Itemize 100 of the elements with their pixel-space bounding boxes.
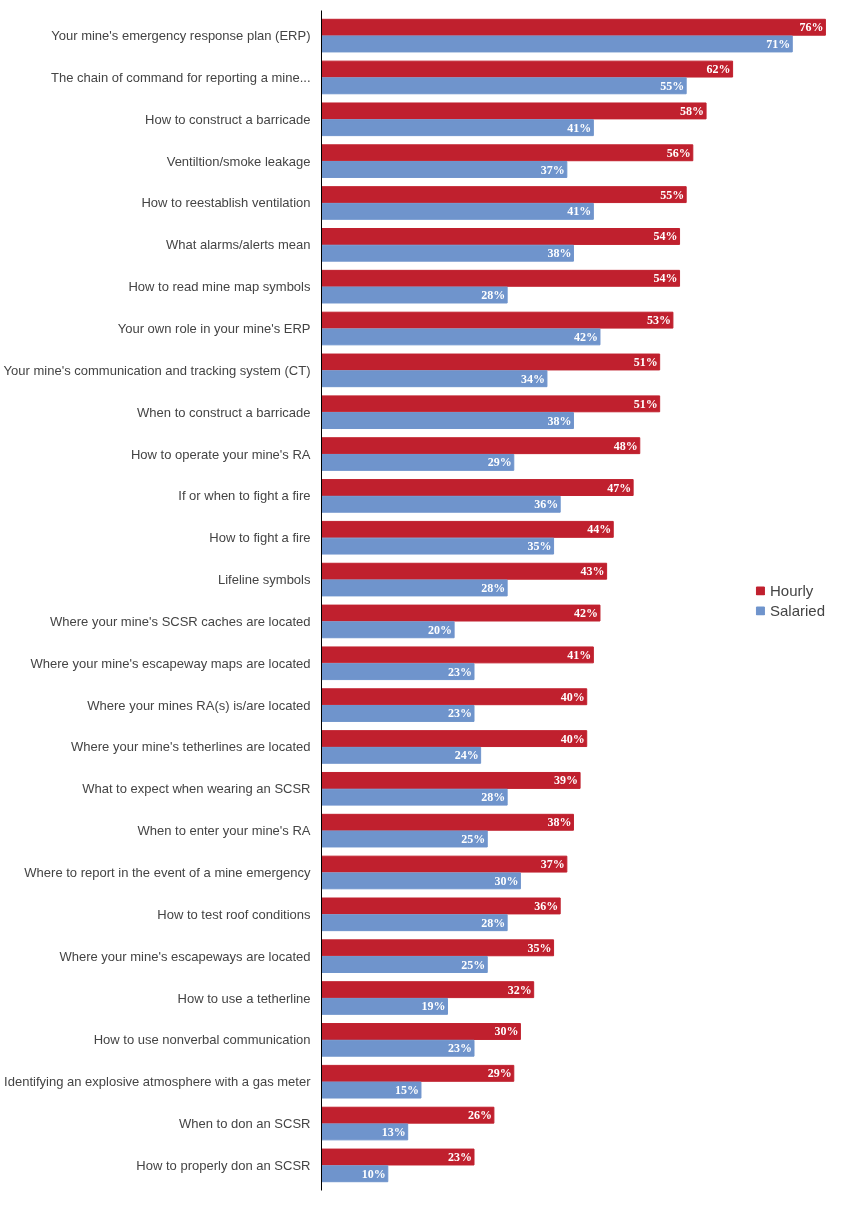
- bar: [321, 830, 488, 848]
- bar: [321, 730, 588, 748]
- bar: [321, 453, 515, 471]
- bar: [321, 997, 448, 1015]
- bar: [321, 1123, 409, 1141]
- bar: [321, 1064, 515, 1082]
- bar: [321, 437, 641, 455]
- data-label: 30%: [494, 1024, 519, 1039]
- bar: [321, 395, 661, 413]
- bar: [321, 161, 568, 178]
- data-label: 23%: [448, 1150, 472, 1165]
- bar: [321, 286, 508, 304]
- data-label: 28%: [481, 915, 506, 930]
- data-label: 56%: [666, 145, 691, 160]
- y-tick-label: How to use nonverbal communication: [93, 1032, 311, 1048]
- data-label: 32%: [507, 982, 532, 997]
- bar: [321, 102, 707, 120]
- bar: [321, 1106, 495, 1124]
- data-label: 71%: [766, 36, 791, 51]
- y-tick-label: What alarms/alerts mean: [166, 237, 311, 253]
- y-tick-label: Your mine's communication and tracking system (CT): [3, 362, 311, 378]
- data-label: 48%: [613, 438, 638, 453]
- data-label: 51%: [633, 354, 658, 369]
- bar: [321, 18, 826, 36]
- bar: [321, 1081, 422, 1099]
- data-label: 13%: [381, 1124, 406, 1139]
- bar: [321, 77, 687, 95]
- y-tick-label: Where your mine's tetherlines are located: [71, 739, 311, 755]
- y-tick-label: When to don an SCSR: [178, 1116, 311, 1132]
- data-label: 38%: [547, 246, 572, 261]
- bar: [321, 35, 793, 53]
- data-label: 47%: [607, 480, 632, 495]
- bar: [321, 855, 568, 873]
- y-tick-label: When to enter your mine's RA: [137, 823, 311, 839]
- data-label: 41%: [567, 647, 592, 662]
- bar: [321, 269, 681, 287]
- y-tick-label: How to properly don an SCSR: [136, 1157, 311, 1173]
- data-label: 36%: [534, 898, 559, 913]
- data-label: 20%: [428, 622, 453, 637]
- bar: [321, 202, 594, 220]
- bar: [321, 244, 574, 262]
- y-tick-label: Ventiltion/smoke leakage: [166, 153, 311, 169]
- data-label: 19%: [421, 999, 446, 1014]
- bar: [321, 872, 521, 890]
- bar: [321, 328, 601, 346]
- bar: [321, 604, 601, 622]
- data-label: 23%: [448, 1041, 472, 1056]
- data-label: 55%: [660, 187, 685, 202]
- bar: [321, 412, 574, 430]
- data-label: 38%: [547, 413, 572, 428]
- bar: [321, 688, 588, 706]
- bar: [321, 311, 674, 329]
- bar: [321, 663, 475, 681]
- bar: [321, 520, 614, 538]
- y-tick-label: Where your mine's escapeway maps are located: [30, 655, 311, 671]
- data-label: 41%: [567, 120, 592, 135]
- data-label: 58%: [680, 103, 705, 118]
- bar: [321, 939, 555, 957]
- bar: [321, 788, 508, 806]
- y-tick-label: Where your mines RA(s) is/are located: [87, 697, 311, 713]
- bar: [321, 914, 508, 932]
- data-label: 23%: [448, 664, 472, 679]
- bar: [321, 621, 455, 639]
- bar: [321, 479, 634, 496]
- data-label: 29%: [487, 455, 512, 470]
- data-label: 34%: [520, 371, 545, 386]
- y-tick-label: How to use a tetherline: [177, 990, 311, 1006]
- data-label: 53%: [646, 313, 671, 328]
- bar: [321, 646, 594, 664]
- bar: [321, 495, 561, 513]
- bar: [321, 370, 548, 388]
- y-tick-label: If or when to fight a fire: [178, 488, 311, 504]
- y-tick-label: Where your mine's escapeways are located: [59, 948, 311, 964]
- data-label: 37%: [540, 162, 565, 177]
- data-label: 44%: [587, 522, 612, 537]
- y-tick-label: Where your mine's SCSR caches are located: [50, 613, 311, 629]
- data-label: 25%: [461, 957, 486, 972]
- bar: [321, 353, 661, 371]
- bar: [321, 956, 488, 973]
- y-tick-label: Your mine's emergency response plan (ERP): [51, 28, 311, 44]
- bar: [321, 119, 594, 137]
- bar: [321, 228, 681, 245]
- data-label: 35%: [527, 940, 552, 955]
- data-label: 25%: [461, 832, 486, 847]
- data-label: 28%: [481, 580, 506, 595]
- y-tick-label: What to expect when wearing an SCSR: [82, 781, 311, 797]
- data-label: 37%: [540, 857, 565, 872]
- data-label: 76%: [799, 20, 824, 35]
- data-label: 41%: [567, 204, 592, 219]
- data-label: 10%: [361, 1166, 386, 1181]
- data-label: 26%: [467, 1108, 492, 1123]
- y-tick-label: How to operate your mine's RA: [130, 446, 311, 462]
- bar: [321, 813, 574, 831]
- y-tick-label: How to construct a barricade: [145, 111, 311, 127]
- data-label: 28%: [481, 790, 506, 805]
- y-tick-label: When to construct a barricade: [137, 404, 311, 420]
- data-label: 54%: [653, 271, 678, 286]
- bar: [321, 771, 581, 789]
- data-label: 28%: [481, 288, 506, 303]
- data-label: 23%: [448, 706, 472, 721]
